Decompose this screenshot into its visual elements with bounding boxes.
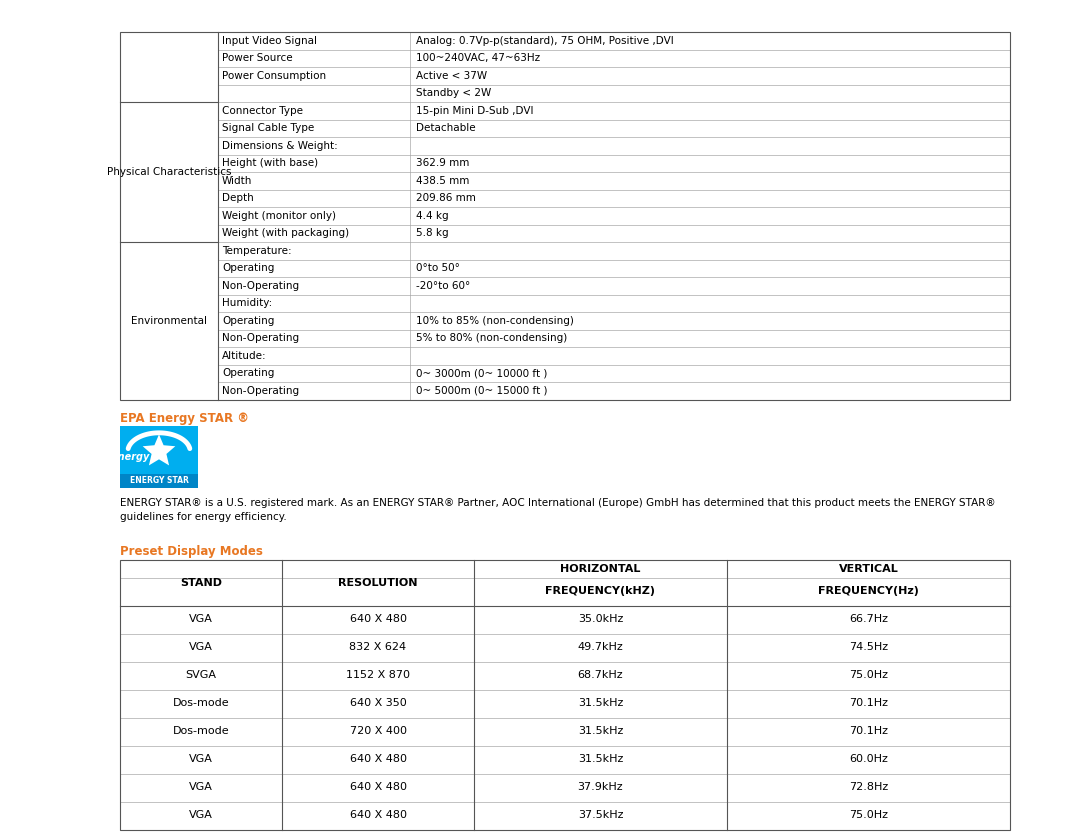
Text: 1152 X 870: 1152 X 870: [346, 671, 410, 681]
Text: 66.7Hz: 66.7Hz: [849, 615, 888, 625]
Bar: [120, 474, 198, 488]
Text: Preset Display Modes: Preset Display Modes: [120, 545, 262, 559]
Text: 0~ 5000m (0~ 15000 ft ): 0~ 5000m (0~ 15000 ft ): [416, 386, 548, 396]
Text: 31.5kHz: 31.5kHz: [578, 755, 623, 765]
Text: VERTICAL: VERTICAL: [839, 564, 899, 574]
Text: Operating: Operating: [222, 369, 274, 379]
Text: Analog: 0.7Vp-p(standard), 75 OHM, Positive ,DVI: Analog: 0.7Vp-p(standard), 75 OHM, Posit…: [416, 36, 674, 46]
Text: ENERGY STAR® is a U.S. registered mark. As an ENERGY STAR® Partner, AOC Internat: ENERGY STAR® is a U.S. registered mark. …: [120, 498, 996, 521]
Text: EPA Energy STAR ®: EPA Energy STAR ®: [120, 411, 249, 425]
Text: Environmental: Environmental: [131, 316, 207, 326]
Bar: [120, 560, 1010, 830]
Polygon shape: [143, 435, 175, 465]
Text: VGA: VGA: [189, 615, 213, 625]
Text: ENERGY STAR: ENERGY STAR: [130, 476, 188, 485]
Text: 4.4 kg: 4.4 kg: [416, 211, 448, 221]
Text: Non-Operating: Non-Operating: [222, 281, 299, 291]
Text: Standby < 2W: Standby < 2W: [416, 88, 491, 98]
Text: Weight (monitor only): Weight (monitor only): [222, 211, 336, 221]
Text: Humidity:: Humidity:: [222, 299, 272, 309]
Text: VGA: VGA: [189, 642, 213, 652]
Text: 74.5Hz: 74.5Hz: [849, 642, 888, 652]
Text: Width: Width: [222, 176, 253, 186]
Text: Non-Operating: Non-Operating: [222, 386, 299, 396]
Text: Connector Type: Connector Type: [222, 106, 303, 116]
Bar: [120, 32, 1010, 399]
Text: 0~ 3000m (0~ 10000 ft ): 0~ 3000m (0~ 10000 ft ): [416, 369, 548, 379]
Text: 362.9 mm: 362.9 mm: [416, 158, 470, 168]
Text: Non-Operating: Non-Operating: [222, 334, 299, 344]
Text: VGA: VGA: [189, 755, 213, 765]
Text: 35.0kHz: 35.0kHz: [578, 615, 623, 625]
Text: HORIZONTAL: HORIZONTAL: [561, 564, 640, 574]
Text: 37.9kHz: 37.9kHz: [578, 782, 623, 792]
Text: Operating: Operating: [222, 316, 274, 326]
Text: Power Consumption: Power Consumption: [222, 71, 326, 81]
Text: 49.7kHz: 49.7kHz: [578, 642, 623, 652]
Text: 70.1Hz: 70.1Hz: [849, 726, 888, 736]
Text: STAND: STAND: [180, 577, 222, 587]
Text: FREQUENCY(Hz): FREQUENCY(Hz): [818, 586, 919, 596]
Text: Dos-mode: Dos-mode: [173, 699, 229, 709]
Text: Physical Characteristics: Physical Characteristics: [107, 167, 231, 177]
Text: Signal Cable Type: Signal Cable Type: [222, 123, 314, 133]
Text: 75.0Hz: 75.0Hz: [849, 811, 888, 821]
Text: 10% to 85% (non-condensing): 10% to 85% (non-condensing): [416, 316, 573, 326]
Text: -20°to 60°: -20°to 60°: [416, 281, 470, 291]
Text: Weight (with packaging): Weight (with packaging): [222, 229, 349, 239]
Text: 832 X 624: 832 X 624: [350, 642, 406, 652]
Text: 5.8 kg: 5.8 kg: [416, 229, 448, 239]
Text: 640 X 480: 640 X 480: [350, 755, 406, 765]
Text: 438.5 mm: 438.5 mm: [416, 176, 470, 186]
Text: Active < 37W: Active < 37W: [416, 71, 487, 81]
Text: FREQUENCY(kHZ): FREQUENCY(kHZ): [545, 586, 656, 596]
Text: 70.1Hz: 70.1Hz: [849, 699, 888, 709]
Text: 37.5kHz: 37.5kHz: [578, 811, 623, 821]
Text: 31.5kHz: 31.5kHz: [578, 726, 623, 736]
Text: Input Video Signal: Input Video Signal: [222, 36, 318, 46]
Text: 640 X 350: 640 X 350: [350, 699, 406, 709]
Bar: [120, 425, 198, 488]
Text: energy: energy: [111, 451, 150, 461]
Text: Altitude:: Altitude:: [222, 351, 267, 361]
Text: 68.7kHz: 68.7kHz: [578, 671, 623, 681]
Text: Depth: Depth: [222, 193, 254, 203]
Text: Temperature:: Temperature:: [222, 246, 292, 256]
Text: Operating: Operating: [222, 264, 274, 274]
Text: Dos-mode: Dos-mode: [173, 726, 229, 736]
Text: 60.0Hz: 60.0Hz: [849, 755, 888, 765]
Text: 75.0Hz: 75.0Hz: [849, 671, 888, 681]
Text: 72.8Hz: 72.8Hz: [849, 782, 888, 792]
Text: 31.5kHz: 31.5kHz: [578, 699, 623, 709]
Text: Height (with base): Height (with base): [222, 158, 319, 168]
Text: SVGA: SVGA: [186, 671, 216, 681]
Text: VGA: VGA: [189, 782, 213, 792]
Text: 640 X 480: 640 X 480: [350, 615, 406, 625]
Text: 5% to 80% (non-condensing): 5% to 80% (non-condensing): [416, 334, 567, 344]
Text: 15-pin Mini D-Sub ,DVI: 15-pin Mini D-Sub ,DVI: [416, 106, 534, 116]
Text: 640 X 480: 640 X 480: [350, 782, 406, 792]
Text: 640 X 480: 640 X 480: [350, 811, 406, 821]
Text: 209.86 mm: 209.86 mm: [416, 193, 476, 203]
Text: Power Source: Power Source: [222, 53, 293, 63]
Text: 720 X 400: 720 X 400: [350, 726, 406, 736]
Text: 0°to 50°: 0°to 50°: [416, 264, 460, 274]
Text: Detachable: Detachable: [416, 123, 475, 133]
Text: RESOLUTION: RESOLUTION: [338, 577, 418, 587]
Text: 100~240VAC, 47~63Hz: 100~240VAC, 47~63Hz: [416, 53, 540, 63]
Text: Dimensions & Weight:: Dimensions & Weight:: [222, 141, 338, 151]
Text: VGA: VGA: [189, 811, 213, 821]
